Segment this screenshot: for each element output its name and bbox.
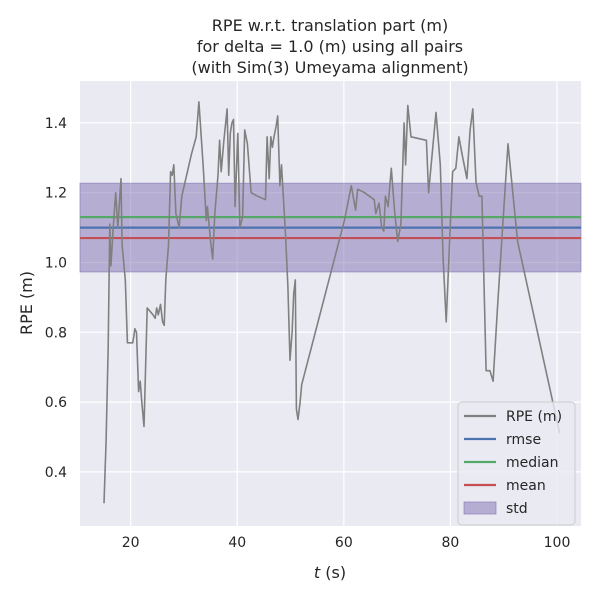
y-tick-label: 0.4 [45,465,67,481]
x-axis-label-variable: t [314,563,321,582]
legend-swatch-std_fill [463,501,497,515]
y-tick-label: 1.2 [45,186,67,202]
x-tick-label: 20 [122,535,140,551]
y-tick-label: 1.4 [45,116,67,132]
x-tick-label: 40 [228,535,246,551]
x-tick-label: 60 [335,535,353,551]
legend-label-median: median [506,455,558,471]
legend: RPE (m) rmse median mean std [457,401,576,526]
chart-title-line-3: (with Sim(3) Umeyama alignment) [191,58,468,77]
legend-label-mean: mean [506,478,546,494]
legend-label-std_fill: std [506,501,528,517]
chart-title-line-1: RPE w.r.t. translation part (m) [212,16,448,35]
y-tick-label: 0.8 [45,325,67,341]
x-axis-label: t (s) [314,563,346,582]
legend-label-rmse: rmse [506,432,541,448]
plot-area: 20 40 60 80 100 0.4 0.6 0.8 1.0 1.2 1.4 [45,81,582,551]
y-tick-label: 1.0 [45,255,67,271]
x-tick-label: 100 [544,535,571,551]
y-axis-label: RPE (m) [17,271,36,335]
legend-label-rpe: RPE (m) [506,409,562,425]
x-axis-label-unit: (s) [320,563,346,582]
chart-title-line-2: for delta = 1.0 (m) using all pairs [197,37,463,56]
legend-box [457,401,576,526]
x-tick-label: 80 [442,535,460,551]
rpe-series-line [103,101,561,504]
y-tick-label: 0.6 [45,395,67,411]
